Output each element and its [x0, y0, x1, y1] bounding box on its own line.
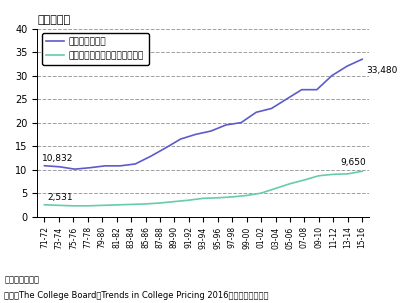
公立４年制大学（州内出身者） [42, 203, 47, 207]
Text: （千ドル）: （千ドル） [37, 15, 70, 25]
Line: 公立４年制大学（州内出身者）: 公立４年制大学（州内出身者） [45, 171, 362, 206]
私立４年制大学 [284, 97, 289, 101]
公立４年制大学（州内出身者） [244, 194, 249, 197]
Text: 9,650: 9,650 [341, 158, 366, 167]
私立４年制大学 [239, 121, 244, 125]
私立４年制大学 [72, 167, 77, 171]
公立４年制大学（州内出身者） [157, 201, 162, 205]
公立４年制大学（州内出身者） [230, 195, 235, 199]
私立４年制大学 [148, 155, 153, 158]
私立４年制大学 [330, 74, 335, 77]
私立４年制大学 [133, 162, 138, 166]
公立４年制大学（州内出身者） [259, 191, 263, 195]
公立４年制大学（州内出身者） [128, 203, 133, 206]
私立４年制大学 [269, 107, 274, 110]
私立４年制大学 [57, 165, 62, 168]
私立４年制大学 [163, 146, 168, 150]
公立４年制大学（州内出身者） [186, 198, 191, 202]
公立４年制大学（州内出身者） [302, 178, 307, 182]
私立４年制大学 [178, 137, 183, 141]
公立４年制大学（州内出身者） [57, 204, 62, 207]
公立４年制大学（州内出身者） [360, 169, 365, 173]
公立４年制大学（州内出身者） [172, 200, 177, 203]
私立４年制大学 [88, 166, 93, 170]
Legend: 私立４年制大学, 公立４年制大学（州内出身者）: 私立４年制大学, 公立４年制大学（州内出身者） [42, 33, 149, 65]
公立４年制大学（州内出身者） [215, 196, 220, 200]
私立４年制大学 [209, 129, 214, 133]
公立４年制大学（州内出身者） [85, 204, 90, 208]
私立４年制大学 [344, 64, 349, 68]
私立４年制大学 [193, 132, 198, 136]
公立４年制大学（州内出身者） [273, 187, 278, 190]
Text: 資料：The College Board「Trends in College Pricing 2016」から経済産業省: 資料：The College Board「Trends in College P… [4, 291, 268, 300]
Text: 10,832: 10,832 [42, 154, 73, 163]
Text: 備考：実質値。: 備考：実質値。 [4, 276, 39, 285]
Line: 私立４年制大学: 私立４年制大学 [45, 59, 362, 169]
公立４年制大学（州内出身者） [143, 202, 148, 206]
私立４年制大学 [360, 57, 365, 61]
公立４年制大学（州内出身者） [331, 172, 336, 176]
Text: 2,531: 2,531 [47, 193, 73, 202]
公立４年制大学（州内出身者） [201, 196, 206, 200]
公立４年制大学（州内出身者） [287, 182, 292, 185]
私立４年制大学 [223, 123, 228, 127]
私立４年制大学 [299, 88, 304, 92]
私立４年制大学 [314, 88, 319, 92]
Text: 33,480: 33,480 [366, 66, 398, 75]
私立４年制大学 [42, 164, 47, 168]
私立４年制大学 [102, 164, 107, 168]
公立４年制大学（州内出身者） [100, 204, 104, 207]
公立４年制大学（州内出身者） [71, 204, 76, 208]
公立４年制大学（州内出身者） [316, 174, 321, 178]
公立４年制大学（州内出身者） [114, 203, 119, 207]
公立４年制大学（州内出身者） [345, 172, 350, 176]
私立４年制大学 [254, 110, 259, 114]
私立４年制大学 [118, 164, 123, 168]
